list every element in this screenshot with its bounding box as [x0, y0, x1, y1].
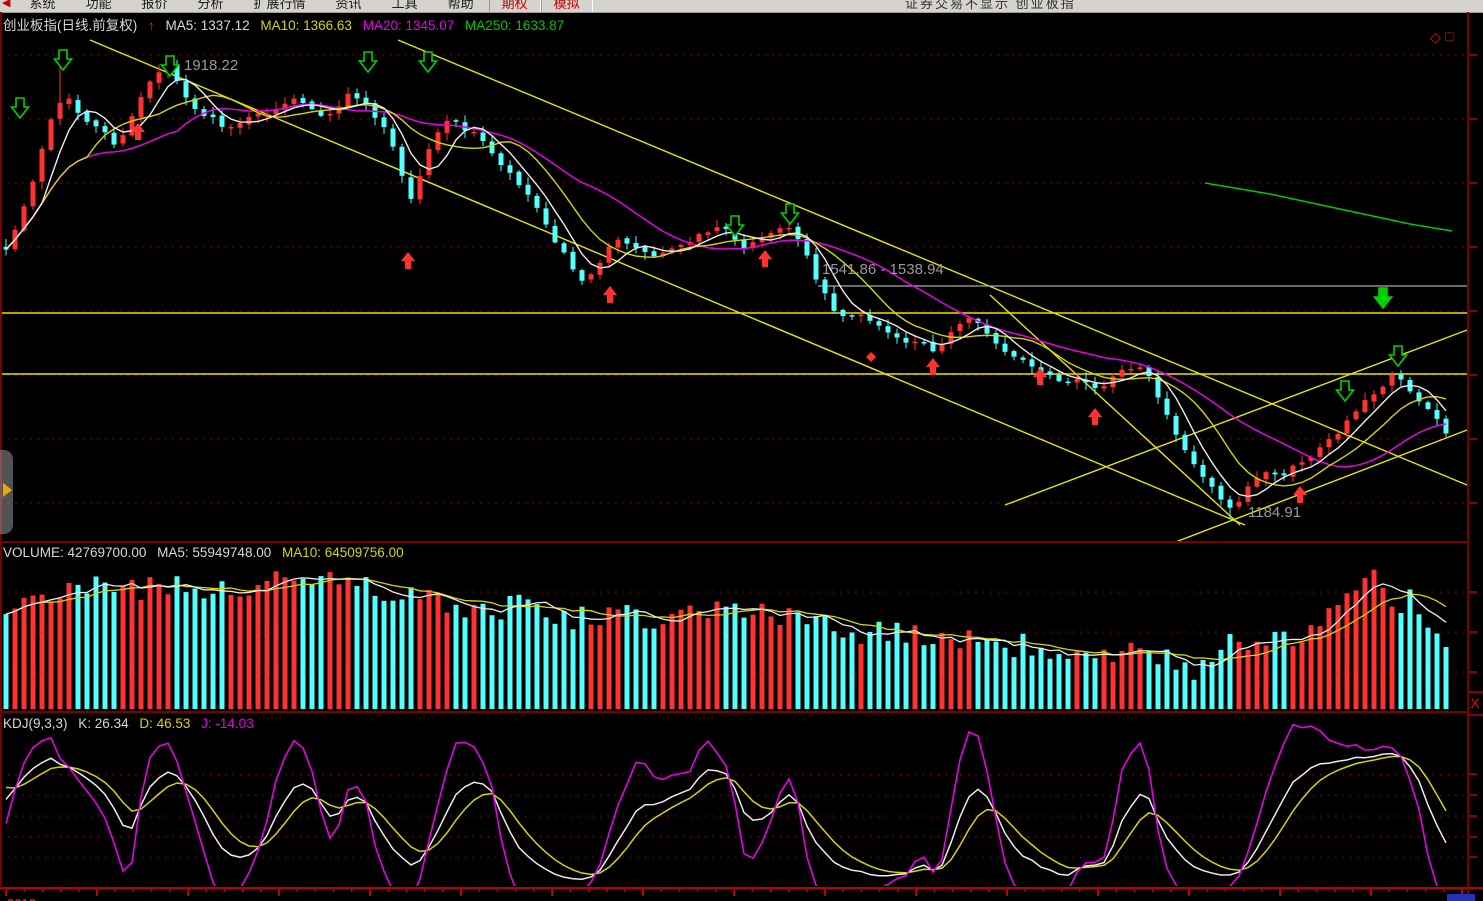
right-axis-tick [1469, 502, 1477, 504]
menu-bar: ◀ 系统 功能 报价 分析 扩展行情 资讯 工具 帮助 期权 模拟 证券交易不显… [0, 0, 1483, 13]
menu-item-system[interactable]: 系统 [29, 0, 56, 11]
gap-price-label: 1541.86 - 1538.94 [822, 261, 944, 278]
right-border [1467, 12, 1469, 901]
chart-title: 创业板指(日线.前复权) [3, 18, 138, 33]
right-axis-tick [1469, 438, 1477, 440]
kdj-d-value: D: 46.53 [139, 716, 191, 731]
menu-item-analysis[interactable]: 分析 [197, 0, 224, 11]
menu-item-tools[interactable]: 工具 [391, 0, 418, 11]
right-axis-tick [1469, 374, 1477, 376]
pane-divider-2 [0, 711, 1469, 713]
main-chart-header: 创业板指(日线.前复权) ↑ MA5: 1337.12 MA10: 1366.6… [3, 14, 571, 34]
volume-value: VOLUME: 42769700.00 [3, 545, 147, 560]
back-arrow-icon[interactable]: ◀ [2, 0, 11, 9]
menu-item-function[interactable]: 功能 [85, 0, 112, 11]
right-axis-tick-column [1469, 0, 1483, 901]
menu-item-news[interactable]: 资讯 [335, 0, 362, 11]
right-axis-tick [1469, 794, 1477, 796]
date-axis [0, 887, 1483, 896]
menu-right-status-text: 证券交易不显示 创业板指 [905, 0, 1076, 11]
right-axis-tick [1469, 54, 1477, 56]
up-arrow-icon: ↑ [148, 18, 155, 33]
right-axis-tick [1469, 246, 1477, 248]
volume-header: VOLUME: 42769700.00 MA5: 55949748.00 MA1… [3, 545, 411, 560]
menu-item-extended-quotes[interactable]: 扩展行情 [253, 0, 306, 11]
kdj-k-value: K: 26.34 [78, 716, 129, 731]
main-candlestick-chart[interactable] [0, 12, 1483, 542]
volume-ma10-value: MA10: 64509756.00 [281, 545, 404, 560]
right-axis-tick [1469, 671, 1477, 673]
pane-diamond-icon[interactable]: ◇ [1430, 29, 1441, 45]
right-axis-tick [1469, 856, 1477, 858]
sidebar-slide-handle[interactable] [0, 450, 13, 534]
menu-item-simulation[interactable]: 模拟 [540, 0, 593, 12]
pane-divider-1 [0, 541, 1469, 543]
close-indicator-button[interactable]: X [1467, 691, 1483, 716]
ma5-value: MA5: 1337.12 [165, 18, 250, 33]
expand-arrow-icon [3, 483, 12, 497]
right-axis-tick [1469, 182, 1477, 184]
menu-row: ◀ 系统 功能 报价 分析 扩展行情 资讯 工具 帮助 期权 模拟 [0, 0, 593, 12]
right-axis-tick [1469, 836, 1477, 838]
menu-item-options[interactable]: 期权 [488, 0, 541, 12]
menu-item-help[interactable]: 帮助 [447, 0, 474, 11]
right-axis-tick [1469, 591, 1477, 593]
ma10-value: MA10: 1366.63 [260, 18, 352, 33]
pane-window-icon[interactable]: □ [1445, 28, 1454, 44]
right-axis-tick [1469, 310, 1477, 312]
right-axis-tick [1469, 773, 1477, 775]
kdj-name: KDJ(9,3,3) [3, 716, 68, 731]
ma20-value: MA20: 1345.07 [362, 18, 455, 33]
volume-chart[interactable] [0, 542, 1483, 712]
low-price-label: 1184.91 [1248, 504, 1302, 521]
kdj-j-value: J: -14.03 [201, 716, 254, 731]
kdj-header: KDJ(9,3,3) K: 26.34 D: 46.53 J: -14.03 [3, 716, 261, 731]
right-axis-tick [1469, 631, 1477, 633]
ma250-value: MA250: 1633.87 [465, 18, 565, 33]
scroll-indicator[interactable] [1447, 894, 1475, 901]
year-label: 2012 [7, 896, 36, 901]
high-price-label: 1918.22 [184, 57, 239, 74]
right-axis-tick [1469, 118, 1477, 120]
volume-ma5-value: MA5: 55949748.00 [157, 545, 272, 560]
menu-item-quotes[interactable]: 报价 [141, 0, 168, 11]
kdj-indicator-chart[interactable] [0, 712, 1483, 886]
right-axis-tick [1469, 815, 1477, 817]
